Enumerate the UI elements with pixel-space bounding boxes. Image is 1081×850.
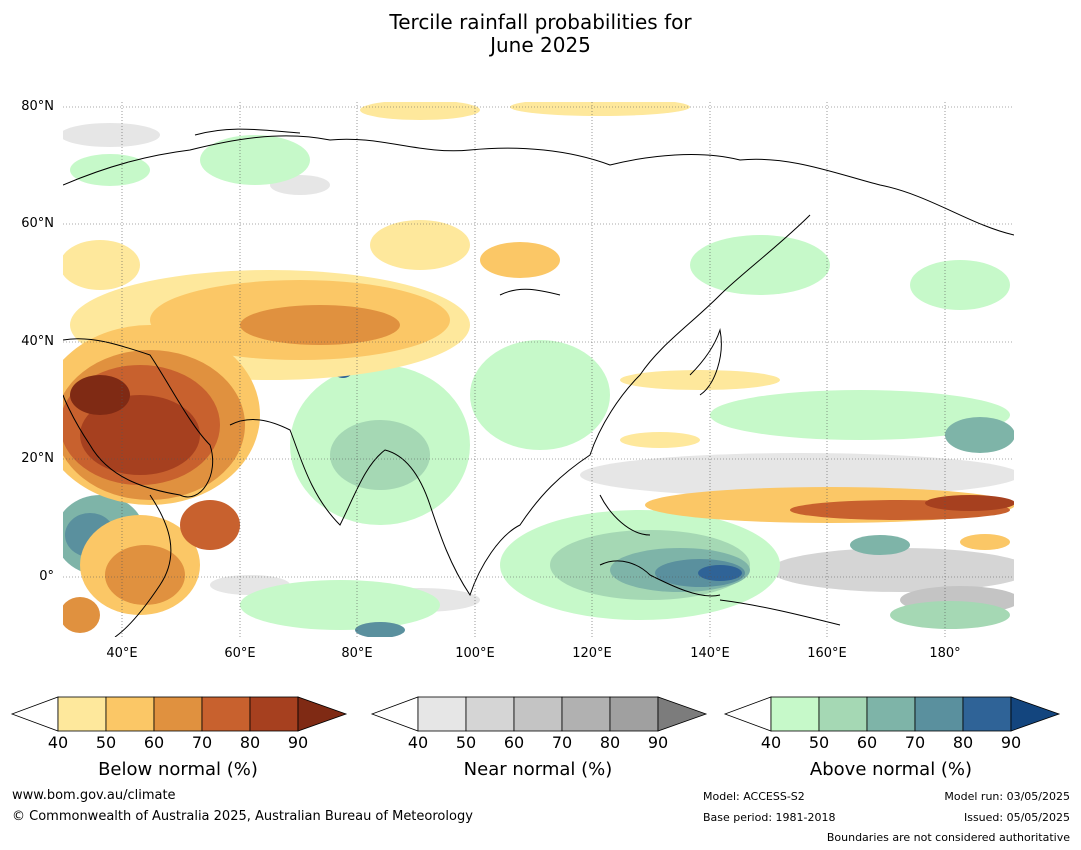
colorbar-segment	[105, 696, 155, 732]
colorbar-segment	[249, 696, 299, 732]
lon-label: 120°E	[572, 646, 612, 661]
colorbar-tick: 40	[407, 733, 429, 752]
colorbar-near-normal	[370, 696, 708, 732]
gridlines	[63, 102, 1014, 637]
lon-label: 140°E	[690, 646, 730, 661]
colorbar-segment	[818, 696, 868, 732]
colorbar-extend-high	[1010, 696, 1061, 732]
colorbar-label-near: Near normal (%)	[463, 759, 613, 780]
colorbar-segment	[57, 696, 107, 732]
colorbar-segment	[866, 696, 916, 732]
colorbar-extend-high	[297, 696, 348, 732]
colorbar-extend-high	[657, 696, 708, 732]
colorbar-tick: 70	[904, 733, 926, 752]
map-title-line2: June 2025	[490, 33, 591, 57]
lat-label: 80°N	[21, 99, 54, 114]
colorbar-segment	[561, 696, 611, 732]
colorbar-tick: 80	[239, 733, 261, 752]
colorbar-segment	[914, 696, 964, 732]
base-period: Base period: 1981-2018	[703, 811, 836, 824]
colorbar-segment	[770, 696, 820, 732]
colorbar-extend-low	[10, 696, 59, 732]
boundaries-disclaimer: Boundaries are not considered authoritat…	[826, 831, 1070, 844]
lon-label: 180°	[929, 646, 961, 661]
colorbar-tick: 80	[952, 733, 974, 752]
lat-label: 60°N	[21, 216, 54, 231]
colorbar-tick: 70	[551, 733, 573, 752]
model-run-date: Model run: 03/05/2025	[944, 790, 1070, 803]
website-link[interactable]: www.bom.gov.au/climate	[12, 788, 176, 803]
lon-label: 40°E	[106, 646, 138, 661]
lon-label: 100°E	[455, 646, 495, 661]
copyright-text: © Commonwealth of Australia 2025, Austra…	[12, 809, 473, 824]
colorbar-tick: 50	[808, 733, 830, 752]
colorbar-tick: 40	[47, 733, 69, 752]
colorbar-tick: 60	[503, 733, 525, 752]
lon-label: 160°E	[807, 646, 847, 661]
colorbar-segment	[962, 696, 1012, 732]
colorbar-below-normal	[10, 696, 348, 732]
colorbar-extend-low	[723, 696, 772, 732]
issued-date: Issued: 05/05/2025	[963, 811, 1070, 824]
map-title-line1: Tercile rainfall probabilities for	[389, 10, 692, 34]
colorbar-tick: 50	[455, 733, 477, 752]
colorbar-tick: 80	[599, 733, 621, 752]
below-normal-regions	[63, 102, 1014, 633]
colorbar-tick: 90	[1000, 733, 1022, 752]
colorbar-segment	[609, 696, 659, 732]
colorbar-tick: 90	[287, 733, 309, 752]
probability-map	[63, 102, 1014, 637]
lon-label: 80°E	[341, 646, 373, 661]
colorbar-segment	[417, 696, 467, 732]
colorbar-tick: 40	[760, 733, 782, 752]
colorbar-extend-low	[370, 696, 419, 732]
model-info: Model: ACCESS-S2	[703, 790, 805, 803]
colorbar-segment	[153, 696, 203, 732]
coastlines	[63, 128, 1014, 637]
colorbar-segment	[513, 696, 563, 732]
colorbar-tick: 60	[143, 733, 165, 752]
lat-label: 0°	[39, 569, 54, 584]
colorbar-tick: 90	[647, 733, 669, 752]
colorbar-tick: 50	[95, 733, 117, 752]
colorbar-label-below: Below normal (%)	[98, 759, 258, 780]
lon-label: 60°E	[224, 646, 256, 661]
colorbar-label-above: Above normal (%)	[809, 759, 973, 780]
colorbar-tick: 70	[191, 733, 213, 752]
colorbar-tick: 60	[856, 733, 878, 752]
lat-label: 40°N	[21, 334, 54, 349]
colorbar-segment	[201, 696, 251, 732]
colorbar-segment	[465, 696, 515, 732]
colorbar-above-normal	[723, 696, 1061, 732]
lat-label: 20°N	[21, 451, 54, 466]
